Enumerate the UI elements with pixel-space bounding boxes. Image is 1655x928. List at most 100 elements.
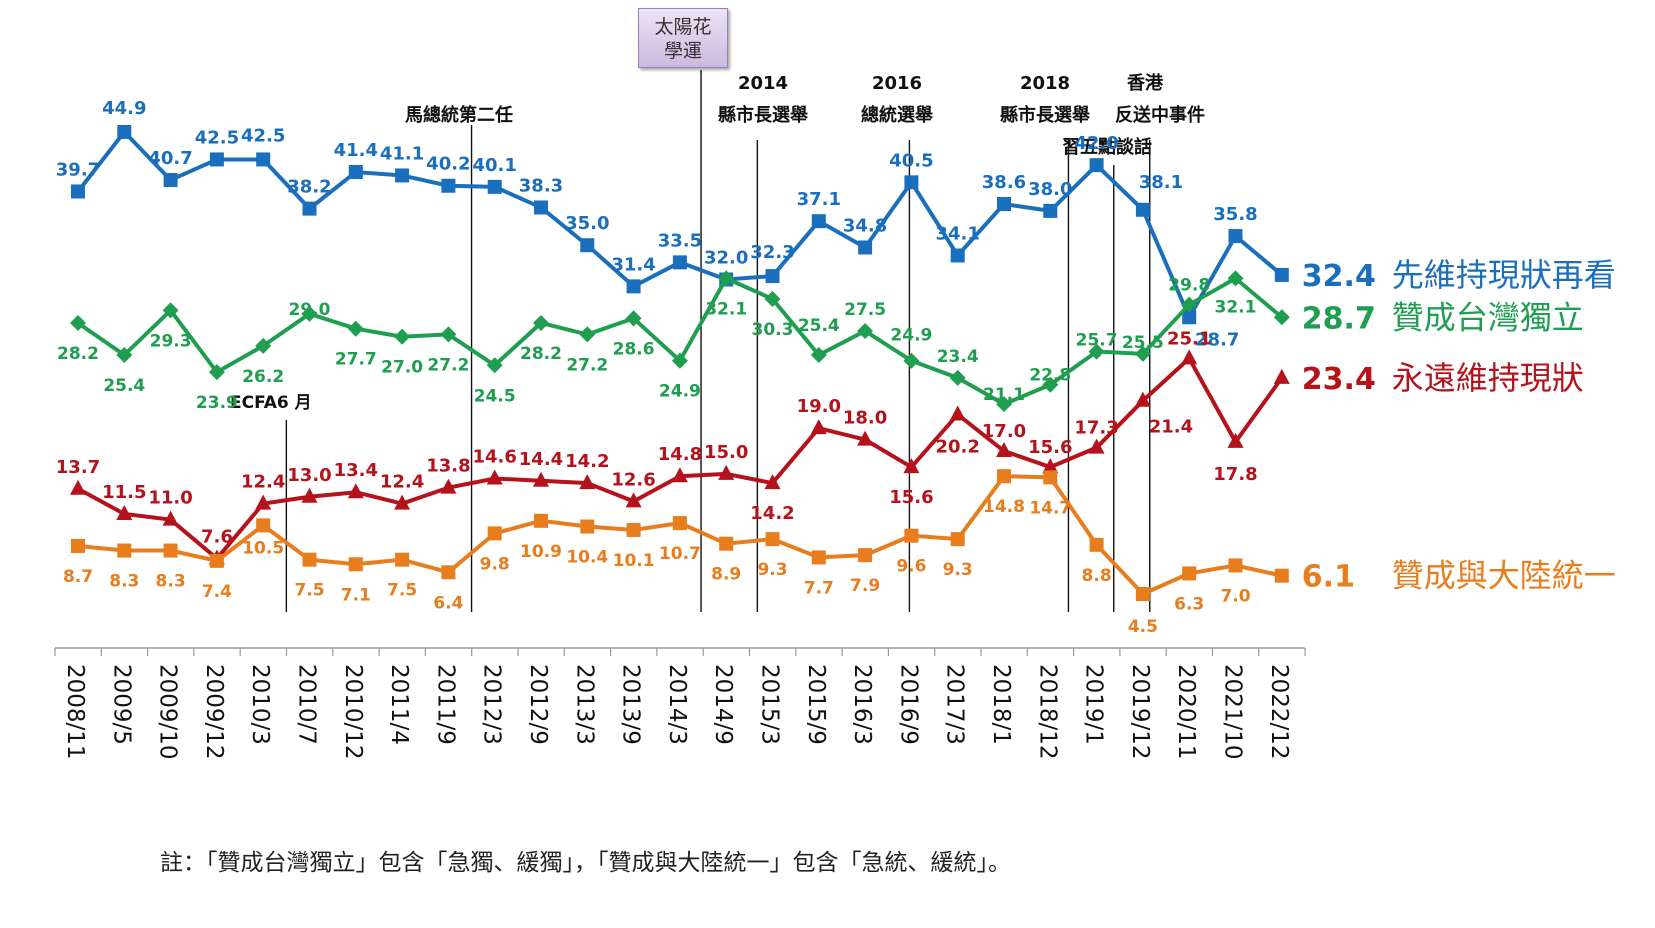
x-tick-label: 2017/3 (942, 664, 968, 745)
data-label: 8.8 (1082, 566, 1112, 586)
data-point-square (858, 240, 873, 255)
data-point-diamond (70, 314, 86, 331)
data-point-square (950, 532, 965, 547)
annotation-2014: 2014 (738, 73, 788, 94)
data-label: 10.7 (659, 544, 701, 564)
data-point-diamond (162, 302, 179, 319)
data-label: 39.7 (56, 159, 100, 180)
data-label: 12.6 (611, 469, 655, 490)
data-label: 7.9 (850, 576, 880, 596)
data-label: 13.4 (334, 460, 378, 481)
data-label: 38.6 (982, 172, 1026, 193)
data-label: 27.7 (335, 350, 377, 370)
data-label: 41.4 (334, 140, 378, 161)
data-label: 18.0 (843, 408, 887, 429)
x-tick-label: 2022/12 (1266, 664, 1292, 760)
series-0: 39.744.940.742.5 42.538.241.4 41.1 40.2 40.1… (56, 98, 1616, 350)
x-tick-label: 2016/9 (895, 664, 921, 745)
data-point-square (534, 200, 548, 215)
data-label: 8.3 (109, 572, 139, 592)
data-label: 26.2 (242, 367, 284, 387)
annotation-2014-local-election: 縣市長選舉 (718, 104, 809, 126)
data-label: 28.2 (520, 344, 562, 364)
data-point-square (1228, 229, 1243, 244)
data-label: 21.4 (1149, 417, 1193, 438)
series-3: 8.7 8.3 8.37.410.57.5 7.1 7.56.49.810.9 10.4 1… (63, 469, 1616, 637)
data-label: 35.0 (565, 213, 609, 234)
data-label: 14.2 (565, 451, 609, 472)
data-point-triangle (996, 442, 1012, 458)
data-point-diamond (764, 290, 781, 307)
sunflower-line1: 太陽花 (654, 16, 712, 38)
data-label: 7.0 (1220, 586, 1250, 606)
data-point-diamond (810, 346, 827, 363)
x-tick-label: 2012/9 (525, 664, 551, 745)
data-point-square (163, 543, 178, 558)
data-point-diamond (440, 326, 457, 343)
data-label: 37.1 (797, 189, 841, 210)
data-label: 28.7 (1195, 329, 1239, 350)
data-point-triangle (301, 487, 318, 503)
data-label: 10.4 (566, 548, 608, 568)
data-label: 32.3 (750, 242, 794, 263)
data-point-square (441, 565, 456, 580)
annotation-2018: 2018 (1020, 73, 1070, 94)
data-point-square (719, 536, 734, 551)
data-label: 27.2 (566, 355, 608, 375)
data-point-square (487, 526, 502, 541)
data-point-diamond (579, 326, 596, 343)
data-label: 6.3 (1174, 594, 1204, 614)
legend-label: 永遠維持現狀 (1392, 359, 1584, 397)
data-label: 10.5 (242, 538, 284, 558)
data-label: 25.4 (798, 316, 840, 336)
data-point-diamond (208, 364, 225, 381)
data-label: 25.1 (1167, 328, 1211, 349)
x-tick-label: 2011/4 (386, 664, 412, 745)
data-point-diamond (1042, 376, 1059, 393)
data-label: 28.6 (613, 339, 655, 359)
data-point-square (71, 184, 85, 199)
data-point-diamond (116, 346, 133, 363)
data-label: 17.0 (982, 421, 1026, 442)
legend-label: 贊成台灣獨立 (1392, 298, 1584, 336)
data-label: 15.0 (704, 442, 748, 463)
data-point-square (1228, 558, 1243, 573)
data-label: 10.1 (613, 551, 655, 571)
x-tick-label: 2010/12 (340, 664, 366, 760)
data-label: 12.4 (241, 472, 285, 493)
data-label: 10.9 (520, 542, 562, 562)
data-point-diamond (1273, 309, 1290, 326)
data-label: 29.8 (1168, 276, 1210, 296)
data-point-square (256, 518, 271, 533)
series-end-value: 28.7 (1302, 301, 1376, 336)
data-label: 17.8 (1213, 464, 1257, 485)
data-label: 14.7 (1029, 498, 1071, 518)
data-label: 38.0 (1028, 179, 1072, 200)
data-label: 6.4 (433, 593, 463, 613)
data-label: 40.5 (889, 150, 933, 171)
data-point-square (626, 279, 641, 294)
data-label: 7.7 (804, 578, 834, 598)
data-point-square (1182, 310, 1197, 325)
data-point-triangle (255, 494, 272, 510)
data-point-square (997, 197, 1011, 212)
data-point-square (626, 522, 641, 537)
data-point-square (858, 548, 873, 563)
data-point-square (71, 538, 85, 553)
data-label: 29.3 (150, 331, 192, 351)
data-label: 13.8 (426, 456, 470, 477)
data-label: 13.7 (56, 457, 100, 478)
data-point-square (117, 125, 132, 139)
data-label: 9.8 (480, 554, 510, 574)
data-label: 8.9 (711, 565, 741, 585)
data-label: 9.6 (896, 557, 926, 577)
data-point-square (1274, 568, 1289, 583)
series-end-value: 32.4 (1302, 259, 1376, 294)
data-point-square (672, 255, 687, 270)
data-point-triangle (764, 474, 781, 490)
data-point-square (904, 528, 919, 543)
data-point-square (580, 519, 595, 534)
data-label: 9.3 (943, 560, 973, 580)
annotation-ma-second-term: 馬總統第二任 (405, 104, 513, 126)
